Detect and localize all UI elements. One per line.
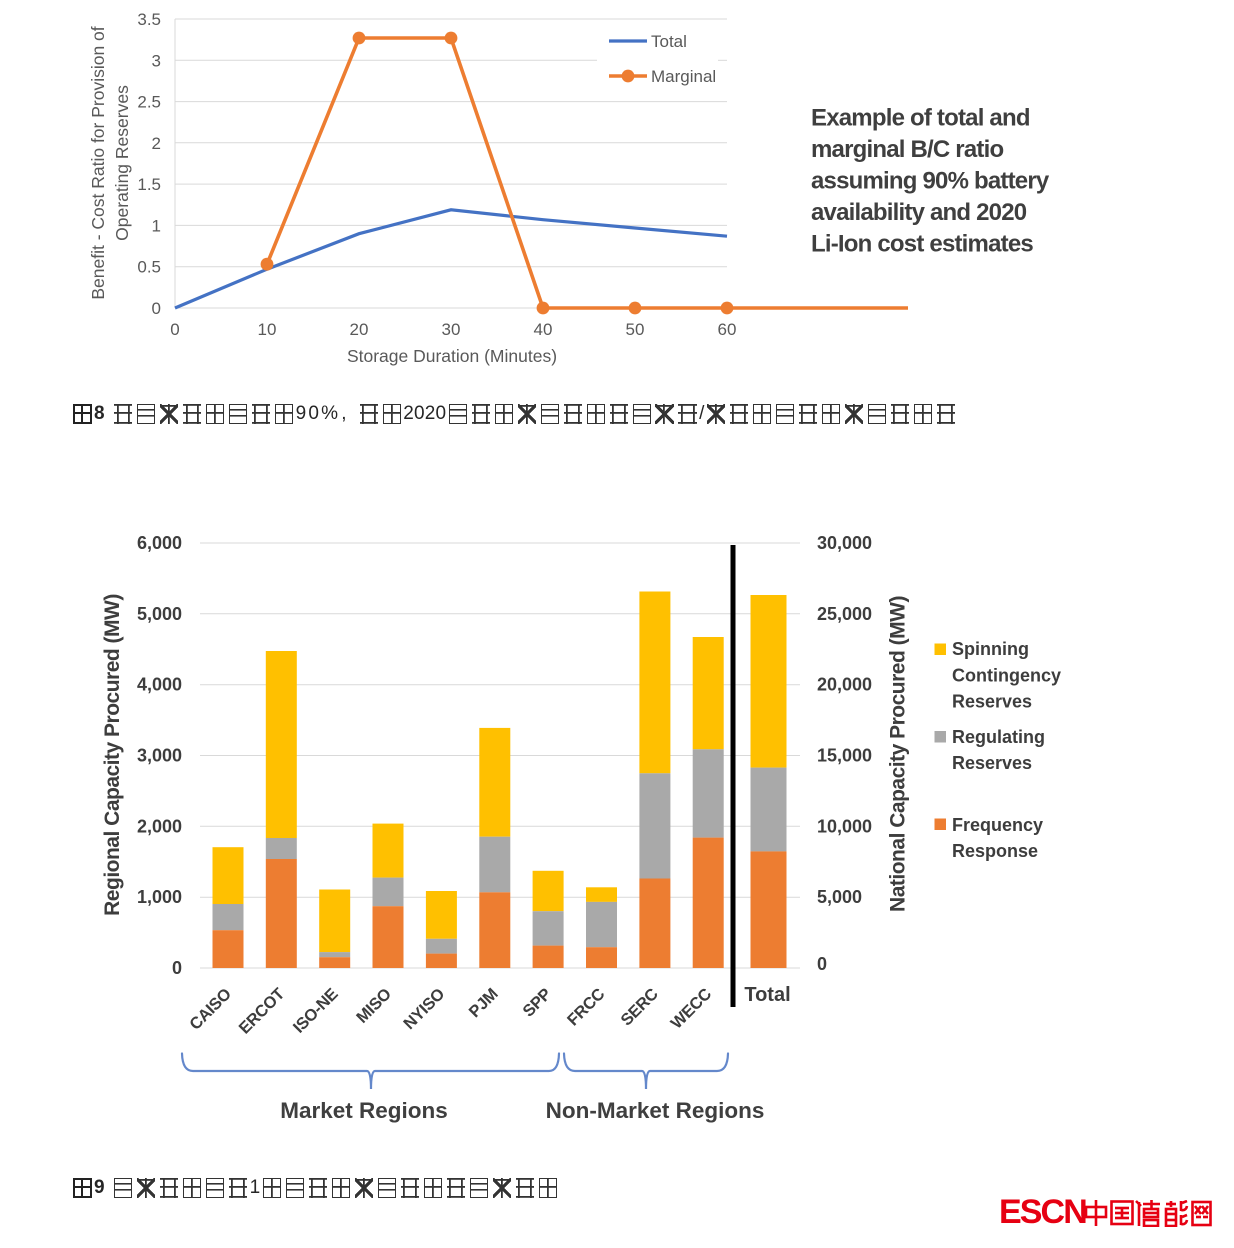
svg-text:10: 10 [258, 320, 277, 339]
svg-text:PJM: PJM [466, 985, 502, 1021]
svg-text:CAISO: CAISO [186, 985, 235, 1034]
svg-text:40: 40 [534, 320, 553, 339]
svg-text:assuming 90% battery: assuming 90% battery [811, 168, 1050, 195]
svg-text:ERCOT: ERCOT [236, 985, 289, 1038]
svg-text:30: 30 [442, 320, 461, 339]
svg-text:Benefit - Cost Ratio for Provi: Benefit - Cost Ratio for Provision of [88, 26, 108, 299]
svg-text:50: 50 [626, 320, 645, 339]
svg-text:4,000: 4,000 [137, 675, 182, 695]
svg-text:Reserves: Reserves [952, 692, 1032, 712]
svg-text:0: 0 [170, 320, 179, 339]
svg-text:3: 3 [152, 51, 161, 70]
svg-text:20,000: 20,000 [817, 675, 872, 695]
svg-text:NYISO: NYISO [400, 985, 448, 1033]
svg-text:SERC: SERC [617, 985, 662, 1030]
svg-text:availability and 2020: availability and 2020 [811, 199, 1027, 226]
svg-text:5,000: 5,000 [137, 604, 182, 624]
svg-text:marginal B/C ratio: marginal B/C ratio [811, 136, 1003, 163]
svg-text:Reserves: Reserves [952, 753, 1032, 773]
svg-text:30,000: 30,000 [817, 533, 872, 553]
svg-text:Response: Response [952, 841, 1038, 861]
svg-text:20: 20 [350, 320, 369, 339]
svg-text:MISO: MISO [353, 985, 395, 1027]
svg-text:SPP: SPP [519, 985, 555, 1021]
svg-text:6,000: 6,000 [137, 533, 182, 553]
svg-text:2: 2 [152, 134, 161, 153]
svg-text:5,000: 5,000 [817, 887, 862, 907]
svg-text:0: 0 [172, 958, 182, 978]
svg-text:Non-Market Regions: Non-Market Regions [546, 1098, 765, 1123]
svg-text:1.5: 1.5 [137, 175, 161, 194]
svg-text:0.5: 0.5 [137, 258, 161, 277]
svg-text:60: 60 [718, 320, 737, 339]
svg-text:10,000: 10,000 [817, 816, 872, 836]
svg-text:Total: Total [651, 32, 687, 51]
svg-text:Market Regions: Market Regions [280, 1098, 448, 1123]
svg-text:Total: Total [744, 984, 790, 1006]
svg-text:Frequency: Frequency [952, 815, 1043, 835]
svg-text:WECC: WECC [667, 985, 715, 1033]
svg-text:2.5: 2.5 [137, 93, 161, 112]
svg-text:Spinning: Spinning [952, 639, 1029, 659]
svg-text:3,000: 3,000 [137, 746, 182, 766]
svg-text:15,000: 15,000 [817, 746, 872, 766]
svg-text:25,000: 25,000 [817, 604, 872, 624]
svg-text:ISO-NE: ISO-NE [290, 985, 342, 1037]
svg-text:1: 1 [152, 216, 161, 235]
svg-text:Contingency: Contingency [952, 666, 1061, 686]
svg-text:Marginal: Marginal [651, 67, 716, 86]
svg-text:0: 0 [817, 954, 827, 974]
svg-text:3.5: 3.5 [137, 10, 161, 29]
svg-text:0: 0 [152, 299, 161, 318]
svg-text:Regional Capacity Procured (MW: Regional Capacity Procured (MW) [101, 594, 124, 916]
svg-text:FRCC: FRCC [564, 985, 609, 1030]
svg-text:Example of total and: Example of total and [811, 105, 1030, 132]
svg-text:1,000: 1,000 [137, 887, 182, 907]
svg-text:Regulating: Regulating [952, 727, 1045, 747]
svg-text:2,000: 2,000 [137, 816, 182, 836]
svg-text:Storage Duration (Minutes): Storage Duration (Minutes) [347, 346, 557, 366]
svg-text:Li-Ion cost estimates: Li-Ion cost estimates [811, 231, 1033, 258]
svg-text:National Capacity Procured (MW: National Capacity Procured (MW) [887, 596, 910, 912]
svg-text:Operating Reserves: Operating Reserves [112, 85, 132, 241]
